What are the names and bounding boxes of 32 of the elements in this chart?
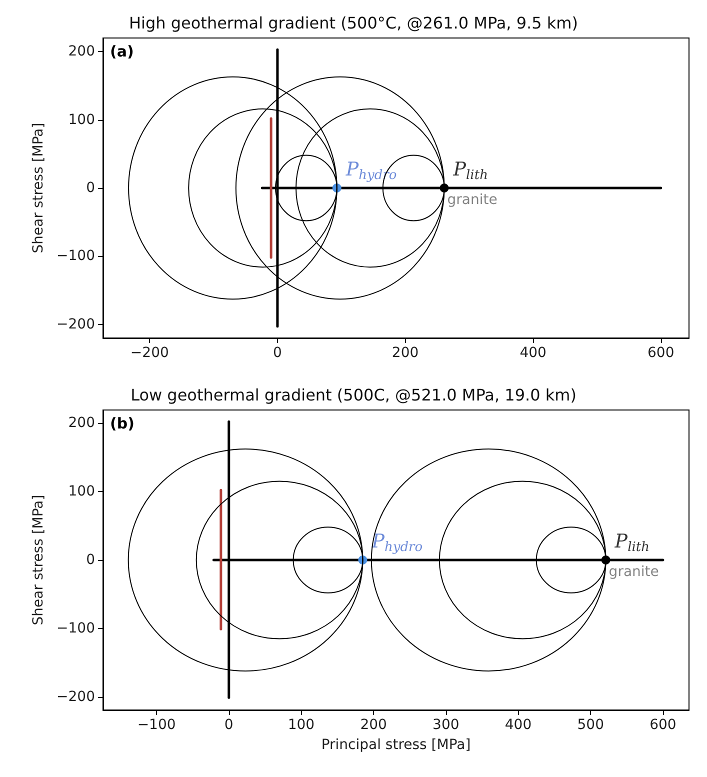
- y-tick-label: −200: [56, 688, 95, 705]
- x-axis-title: Principal stress [MPa]: [321, 737, 471, 753]
- x-tick-label: 300: [432, 717, 460, 733]
- y-tick-label: −100: [56, 248, 95, 264]
- x-tick-label: 400: [504, 717, 532, 733]
- annotation: granite: [608, 564, 659, 580]
- annotation: (b): [110, 414, 134, 432]
- y-tick-label: 200: [68, 44, 95, 60]
- y-axis-title: Shear stress [MPa]: [30, 494, 47, 626]
- y-tick-label: 100: [68, 484, 95, 500]
- y-tick-label: 200: [68, 415, 95, 432]
- y-tick-label: 100: [68, 112, 95, 128]
- x-tick-label: 400: [520, 345, 546, 361]
- chart-title: Low geothermal gradient (500C, @521.0 MPa, 19.0 km): [130, 386, 576, 404]
- x-tick-label: 100: [288, 717, 315, 733]
- x-tick-label: 200: [360, 717, 387, 733]
- y-axis-title: Shear stress [MPa]: [30, 122, 47, 254]
- y-tick-label: −100: [56, 620, 95, 636]
- x-tick-label: 200: [392, 345, 419, 361]
- x-tick-label: 0: [224, 717, 234, 733]
- chart-title: High geothermal gradient (500°C, @261.0 MPa, 9.5 km): [129, 14, 578, 32]
- annotation: granite: [447, 192, 498, 208]
- y-tick-label: 0: [86, 552, 95, 568]
- y-tick-label: 0: [86, 180, 95, 196]
- x-tick-label: 600: [650, 717, 676, 733]
- x-tick-label: 0: [272, 345, 282, 361]
- x-tick-label: −200: [130, 345, 169, 361]
- x-tick-label: 500: [577, 717, 604, 733]
- y-tick-label: −200: [56, 316, 95, 332]
- x-tick-label: −100: [137, 717, 176, 733]
- annotation: (a): [110, 42, 134, 60]
- x-tick-label: 600: [648, 345, 674, 361]
